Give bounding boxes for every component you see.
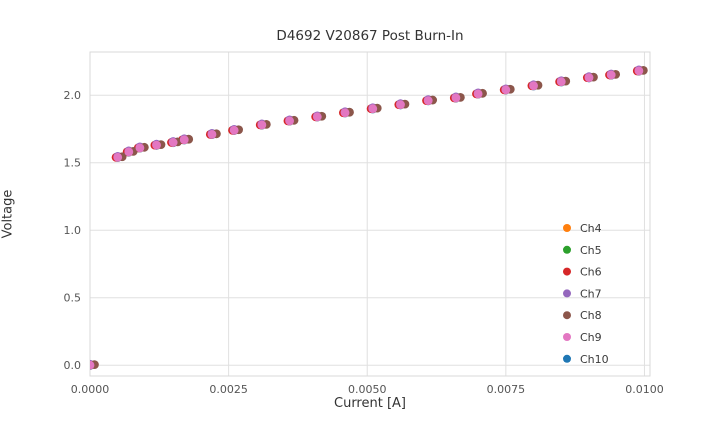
legend-label-Ch9: Ch9 xyxy=(580,331,602,344)
data-point-Ch9 xyxy=(473,89,483,99)
series-Ch9 xyxy=(90,66,644,370)
legend-marker-Ch5 xyxy=(563,245,571,254)
data-point-Ch9 xyxy=(257,120,267,130)
data-point-Ch9 xyxy=(368,104,378,114)
legend-marker-Ch9 xyxy=(563,333,571,341)
data-points-layer xyxy=(90,65,648,370)
data-point-Ch9 xyxy=(207,129,217,139)
data-point-Ch9 xyxy=(312,112,322,122)
y-tick-label: 1.5 xyxy=(64,157,82,170)
x-tick-label: 0.0100 xyxy=(625,383,664,396)
x-tick-label: 0.0025 xyxy=(209,383,248,396)
legend-marker-Ch4 xyxy=(563,224,571,232)
data-point-Ch9 xyxy=(423,96,433,105)
x-axis-label: Current [A] xyxy=(334,396,406,411)
y-tick-label: 2.0 xyxy=(64,89,82,102)
data-point-Ch9 xyxy=(179,135,189,145)
legend: Ch4 Ch5 Ch6 Ch7 Ch8 Ch9 Ch10 xyxy=(563,222,609,366)
legend-label-Ch4: Ch4 xyxy=(580,222,602,235)
plot-background xyxy=(90,52,650,376)
data-point-Ch9 xyxy=(634,66,644,76)
x-tick-label: 0.0000 xyxy=(71,383,110,396)
data-point-Ch9 xyxy=(584,73,594,83)
y-tick-label: 1.0 xyxy=(64,224,82,237)
legend-marker-Ch6 xyxy=(563,267,571,276)
legend-label-Ch7: Ch7 xyxy=(580,287,602,300)
data-point-Ch9 xyxy=(285,116,295,126)
legend-label-Ch6: Ch6 xyxy=(580,266,602,279)
legend-label-Ch8: Ch8 xyxy=(580,309,602,322)
x-tick-label: 0.0075 xyxy=(487,383,526,396)
data-point-Ch9 xyxy=(451,93,461,103)
y-tick-label: 0.0 xyxy=(64,359,82,372)
data-point-Ch9 xyxy=(556,77,566,87)
chart-title: D4692 V20867 Post Burn-In xyxy=(276,28,464,44)
data-point-Ch9 xyxy=(606,70,616,80)
data-point-Ch9 xyxy=(396,100,405,110)
data-point-Ch9 xyxy=(152,140,161,150)
axes-spines xyxy=(89,51,651,377)
legend-marker-Ch7 xyxy=(563,289,571,298)
y-axis-label: Voltage xyxy=(0,189,16,239)
data-point-Ch9 xyxy=(501,85,511,95)
legend-marker-Ch8 xyxy=(563,311,571,320)
legend-label-Ch10: Ch10 xyxy=(580,353,609,366)
y-tick-label: 0.5 xyxy=(64,292,82,305)
data-point-Ch9 xyxy=(113,152,123,162)
legend-label-Ch5: Ch5 xyxy=(580,244,602,257)
data-point-Ch9 xyxy=(529,81,538,91)
data-point-Ch9 xyxy=(229,125,239,135)
data-point-Ch9 xyxy=(90,360,95,370)
x-tick-label: 0.0050 xyxy=(348,383,387,396)
data-point-Ch9 xyxy=(168,138,178,147)
data-point-Ch9 xyxy=(124,147,134,157)
legend-marker-Ch10 xyxy=(563,354,571,363)
data-point-Ch9 xyxy=(340,108,350,118)
data-point-Ch9 xyxy=(135,143,145,153)
